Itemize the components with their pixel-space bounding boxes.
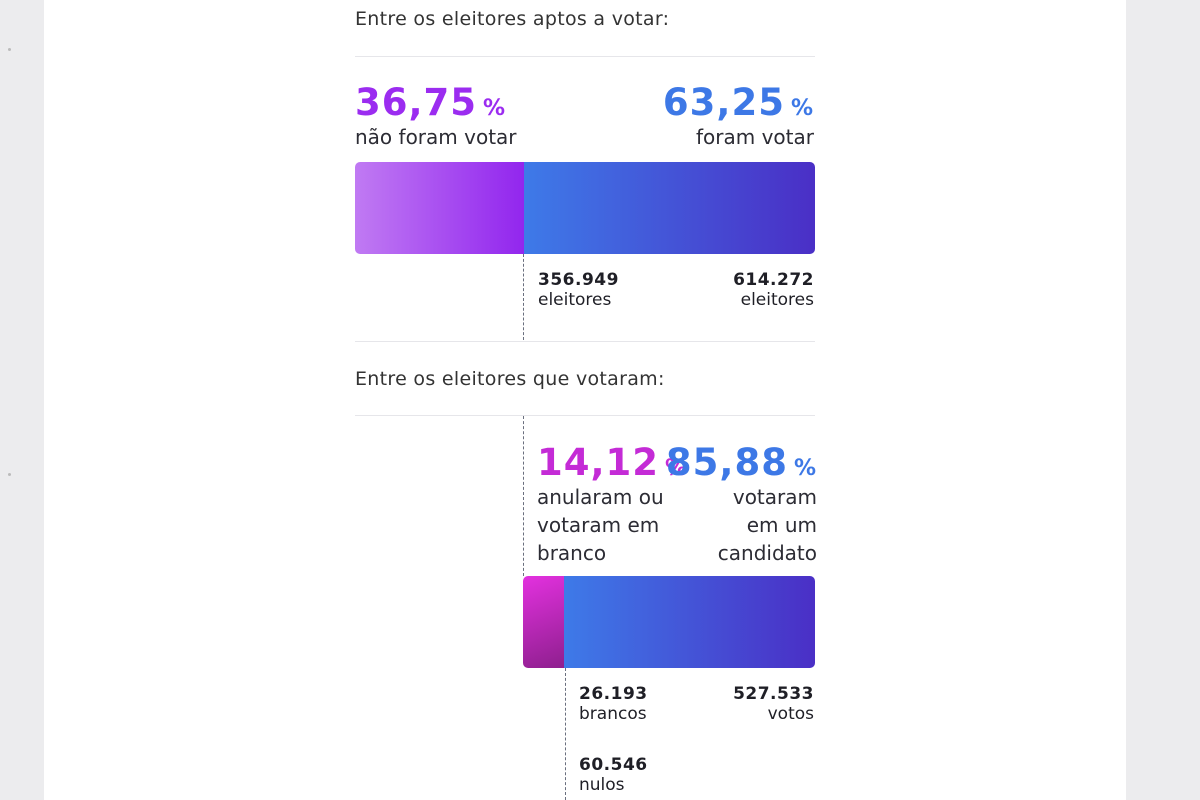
bar-votaram <box>523 576 815 668</box>
pct-value: 63,25 <box>662 81 785 124</box>
bar-segment-nulos-brancos <box>523 576 565 668</box>
count-value: 26.193 <box>579 684 648 704</box>
breakdown-dashed-line <box>565 668 566 800</box>
desc-line: em um <box>746 513 817 537</box>
count-unit: brancos <box>579 704 647 724</box>
count-nao-votaram: 356.949 eleitores <box>538 270 619 310</box>
bar-aptos <box>355 162 815 254</box>
pct-value: 85,88 <box>665 441 788 484</box>
desc-line: votaram em <box>537 513 660 537</box>
count-value: 60.546 <box>579 755 648 775</box>
pct-nulos-brancos: 14,12% <box>537 444 688 481</box>
infographic-card <box>44 0 1126 800</box>
pct-nao-votaram: 36,75% <box>355 84 506 121</box>
divider <box>355 341 815 342</box>
count-value: 614.272 <box>733 270 814 290</box>
count-brancos: 26.193 brancos <box>579 684 648 724</box>
desc-line: candidato <box>717 541 817 565</box>
count-unit: eleitores <box>740 290 814 310</box>
desc-nulos-brancos: anularam ou votaram em branco <box>537 483 664 567</box>
count-nulos: 60.546 nulos <box>579 755 648 795</box>
count-value: 356.949 <box>538 270 619 290</box>
pct-symbol: % <box>483 96 507 121</box>
pct-votaram: 63,25% <box>663 84 814 121</box>
pct-symbol: % <box>790 96 814 121</box>
count-votaram: 614.272 eleitores <box>733 270 814 310</box>
pct-value: 14,12 <box>537 441 660 484</box>
desc-line: branco <box>537 541 607 565</box>
pct-candidato: 85,88% <box>666 444 817 481</box>
count-value: 527.533 <box>733 684 814 704</box>
bar-segment-candidato <box>564 576 815 668</box>
count-unit: nulos <box>579 775 625 795</box>
connector-dashed-line <box>523 416 524 576</box>
pct-value: 36,75 <box>355 81 478 124</box>
bar-segment-nao-votaram <box>355 162 525 254</box>
divider <box>355 415 815 416</box>
pct-symbol: % <box>665 456 689 481</box>
divider <box>355 56 815 57</box>
count-unit: eleitores <box>538 290 612 310</box>
desc-candidato: votaram em um candidato <box>718 483 817 567</box>
count-unit: votos <box>767 704 814 724</box>
desc-line: votaram <box>732 485 817 509</box>
section-title-votaram: Entre os eleitores que votaram: <box>355 368 665 390</box>
divider-dashed-line <box>523 254 524 340</box>
pct-symbol: % <box>793 456 817 481</box>
desc-votaram: foram votar <box>696 125 814 149</box>
desc-nao-votaram: não foram votar <box>355 125 517 149</box>
edge-mark <box>8 473 11 476</box>
bar-segment-votaram <box>524 162 815 254</box>
count-candidato: 527.533 votos <box>733 684 814 724</box>
section-title-aptos: Entre os eleitores aptos a votar: <box>355 8 670 30</box>
edge-mark <box>8 48 11 51</box>
desc-line: anularam ou <box>537 485 664 509</box>
